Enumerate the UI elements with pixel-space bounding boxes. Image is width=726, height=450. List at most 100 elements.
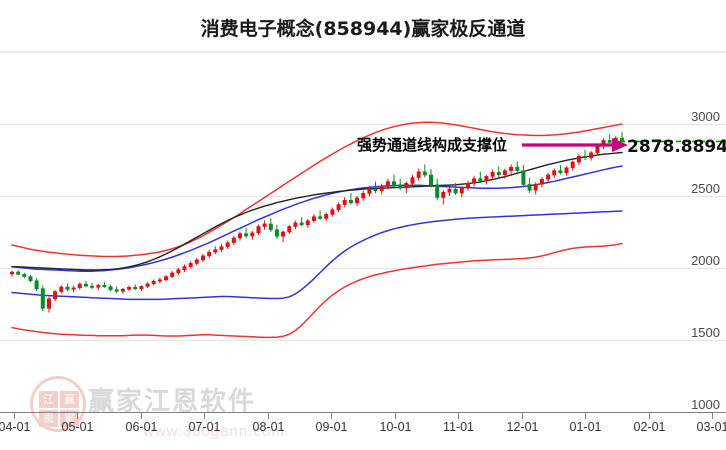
candle-body [490, 172, 495, 177]
candle-body [552, 170, 557, 176]
candle-body [416, 171, 421, 178]
y-axis-tick-3000: 3000 [691, 109, 720, 124]
band-lower_inner_band [11, 210, 623, 301]
band-lower_extreme_band [11, 242, 623, 339]
y-axis-tick-2500: 2500 [691, 181, 720, 196]
candle-body [373, 188, 378, 192]
candle-body [484, 176, 489, 181]
candle-body [576, 156, 581, 163]
candle-body [447, 188, 452, 193]
x-axis-tick-10-01: 10-01 [379, 420, 412, 434]
candle-body [582, 156, 587, 159]
candle-body [71, 287, 76, 290]
candle-body [34, 280, 39, 290]
candle-body [274, 229, 279, 237]
candle-body [256, 226, 261, 234]
candle-body [385, 181, 390, 187]
current-price-label: 2878.8894 [627, 137, 726, 157]
candle-body [527, 184, 532, 191]
band-upper_inner_band [11, 165, 623, 272]
candle-body [170, 272, 175, 277]
candle-body [330, 209, 335, 215]
candle-body [102, 284, 107, 287]
x-axis-tick-04-01: 04-01 [0, 420, 31, 434]
candle-body [299, 222, 304, 226]
candle-body [59, 286, 64, 292]
candle-body [311, 216, 316, 221]
candle-body [355, 197, 360, 204]
candle-body [318, 216, 323, 219]
candle-body [478, 178, 483, 181]
candle-body [231, 237, 236, 243]
candle-body [127, 286, 132, 290]
seal-char-3: 家 [60, 410, 79, 427]
candle-body [336, 204, 341, 211]
candle-body [188, 263, 193, 267]
candle-body [342, 200, 347, 205]
candle-body [502, 170, 507, 175]
watermark-url: www.360gann.com [143, 423, 285, 440]
candle-body [83, 283, 88, 287]
candle-body [114, 289, 119, 292]
candle-body [238, 233, 243, 239]
candle-body [404, 183, 409, 189]
candle-body [219, 246, 224, 250]
y-axis-tick-1500: 1500 [691, 325, 720, 340]
x-axis-tick-09-01: 09-01 [315, 420, 348, 434]
candle-body [250, 232, 255, 237]
candle-body [77, 283, 82, 289]
x-axis-tick-11-01: 11-01 [442, 420, 475, 434]
candle-body [262, 223, 267, 227]
candle-body [157, 279, 162, 282]
candle-body [410, 177, 415, 184]
candle-body [133, 286, 138, 289]
candle-body [509, 166, 514, 171]
candle-body [281, 231, 286, 237]
band-mid_line [11, 151, 623, 271]
candle-body [453, 188, 458, 194]
candle-body [225, 242, 230, 247]
candle-body [120, 288, 125, 292]
candle-body [16, 271, 21, 275]
x-axis-tick-05-01: 05-01 [61, 420, 94, 434]
candle-body [441, 192, 446, 198]
candle-body [379, 186, 384, 192]
candle-body [521, 170, 526, 185]
candle-body [595, 145, 600, 154]
x-axis-tick-06-01: 06-01 [125, 420, 158, 434]
candle-body [305, 220, 310, 226]
candle-body [244, 233, 249, 237]
candle-body [391, 181, 396, 186]
candle-body [539, 179, 544, 185]
y-axis-tick-1000: 1000 [691, 397, 720, 412]
candle-body [53, 291, 58, 300]
candle-body [207, 251, 212, 257]
candle-body [472, 178, 477, 184]
seal-char-2: 恩 [39, 410, 58, 427]
candle-body [28, 276, 33, 281]
candle-body [422, 171, 427, 176]
candle-body [398, 184, 403, 189]
x-axis-tick-01-01: 01-01 [569, 420, 602, 434]
candle-body [46, 298, 51, 309]
candle-body [589, 152, 594, 159]
seal-char-1: 赢 [60, 391, 79, 408]
candle-body [558, 170, 563, 173]
candle-body [65, 286, 70, 290]
candle-body [194, 259, 199, 264]
candle-body [287, 226, 292, 233]
candle-body [151, 280, 156, 285]
candle-body [515, 166, 520, 171]
band-upper_extreme_band [11, 121, 623, 258]
seal-char-0: 江 [39, 391, 58, 408]
candle-body [139, 286, 144, 289]
candle-body [182, 266, 187, 271]
x-axis-tick-07-01: 07-01 [188, 420, 221, 434]
candle-body [546, 174, 551, 180]
candle-body [40, 288, 45, 309]
candle-body [268, 223, 273, 230]
candle-body [176, 269, 181, 274]
candle-body [361, 193, 366, 199]
